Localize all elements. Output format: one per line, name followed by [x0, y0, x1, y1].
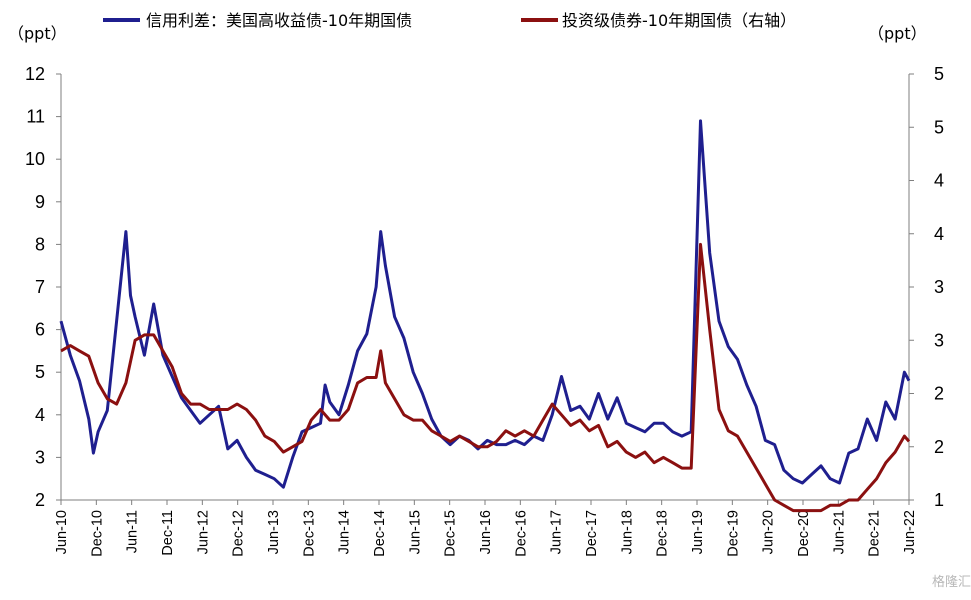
- x-tick-label: Jun-21: [831, 510, 847, 554]
- left-tick-label: 7: [35, 277, 45, 297]
- axes: [60, 74, 910, 501]
- x-tick-label: Dec-10: [89, 510, 105, 557]
- left-tick-label: 5: [35, 362, 45, 382]
- x-tick-label: Jun-15: [407, 510, 423, 554]
- right-tick-labels: 1 2 2 3 3 4 4 5 5: [909, 64, 944, 510]
- right-tick-label: 1: [934, 490, 944, 510]
- right-tick-label: 4: [934, 171, 944, 191]
- right-tick-label: 5: [934, 117, 944, 137]
- x-tick-label: Dec-16: [513, 510, 529, 557]
- x-tick-label: Jun-12: [195, 510, 211, 554]
- right-tick-label: 3: [934, 277, 944, 297]
- x-tick-label: Jun-18: [619, 510, 635, 554]
- x-tick-label: Jun-11: [125, 510, 141, 553]
- x-tick-label: Dec-19: [725, 510, 741, 557]
- x-tick-label: Jun-22: [902, 510, 918, 554]
- x-tick-label: Dec-12: [231, 510, 247, 557]
- left-tick-label: 4: [35, 405, 45, 425]
- right-tick-label: 4: [934, 224, 944, 244]
- x-tick-label: Jun-20: [761, 510, 777, 554]
- x-tick-label: Dec-14: [372, 510, 388, 557]
- x-tick-labels: Jun-10 Dec-10 Jun-11 Dec-11 Jun-12 Dec-12 Jun-…: [54, 500, 918, 557]
- x-tick-label: Jun-16: [478, 510, 494, 554]
- x-tick-label: Dec-11: [160, 510, 176, 556]
- right-tick-label: 5: [934, 64, 944, 84]
- legend-label-investment-grade: 投资级债券-10年期国债（右轴）: [562, 11, 796, 30]
- x-tick-label: Jun-17: [549, 510, 565, 554]
- x-tick-label: Jun-14: [337, 510, 353, 554]
- series-line-high-yield: [59, 119, 911, 489]
- left-tick-label: 6: [35, 320, 45, 340]
- left-tick-labels: 2 3 4 5 6 7 8 9 10 11 12: [25, 64, 61, 510]
- x-tick-label: Dec-13: [301, 510, 317, 557]
- left-tick-label: 2: [35, 490, 45, 510]
- x-tick-label: Dec-20: [796, 510, 812, 557]
- x-tick-label: Jun-19: [690, 510, 706, 554]
- x-tick-label: Jun-13: [266, 510, 282, 554]
- left-axis-unit: （ppt）: [8, 24, 67, 43]
- series-line-investment-grade: [60, 242, 911, 513]
- x-tick-label: Dec-21: [867, 510, 883, 557]
- x-tick-label: Dec-17: [584, 510, 600, 557]
- x-tick-label: Dec-18: [655, 510, 671, 557]
- legend: 信用利差：美国高收益债-10年期国债 投资级债券-10年期国债（右轴）: [103, 11, 796, 30]
- right-tick-label: 3: [934, 330, 944, 350]
- left-tick-label: 11: [26, 107, 45, 127]
- series-lines: [59, 119, 911, 513]
- right-axis-unit: （ppt）: [868, 24, 927, 43]
- x-tick-label: Dec-15: [443, 510, 459, 557]
- x-tick-label: Jun-10: [54, 510, 70, 554]
- watermark-text: 格隆汇: [932, 574, 971, 590]
- legend-label-high-yield: 信用利差：美国高收益债-10年期国债: [146, 11, 412, 30]
- left-tick-label: 8: [35, 234, 45, 254]
- right-tick-label: 2: [934, 437, 944, 457]
- right-tick-label: 2: [934, 384, 944, 404]
- left-tick-label: 12: [25, 64, 45, 84]
- left-tick-label: 9: [35, 192, 45, 212]
- left-tick-label: 10: [25, 149, 45, 169]
- left-tick-label: 3: [35, 447, 45, 467]
